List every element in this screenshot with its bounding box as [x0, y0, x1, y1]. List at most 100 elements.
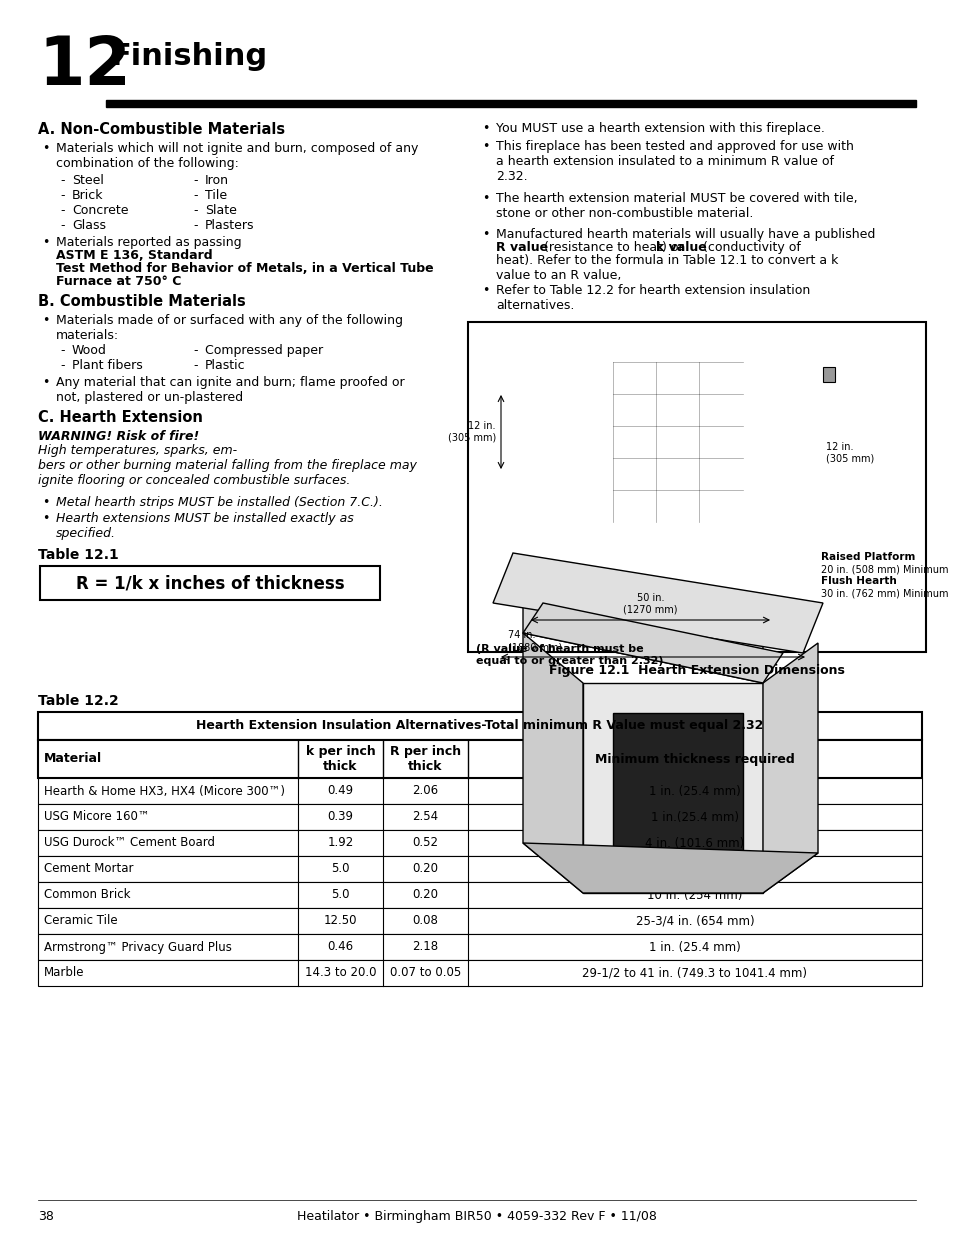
Text: •: • — [481, 228, 489, 241]
Text: Raised Platform: Raised Platform — [821, 552, 915, 562]
Text: •: • — [481, 122, 489, 135]
Text: 29-1/2 to 41 in. (749.3 to 1041.4 mm): 29-1/2 to 41 in. (749.3 to 1041.4 mm) — [582, 967, 806, 979]
Text: B. Combustible Materials: B. Combustible Materials — [38, 294, 246, 309]
Text: Armstrong™ Privacy Guard Plus: Armstrong™ Privacy Guard Plus — [44, 941, 232, 953]
Text: ASTM E 136, Standard: ASTM E 136, Standard — [56, 249, 213, 262]
Text: Tile: Tile — [205, 189, 227, 203]
Text: -: - — [60, 359, 65, 372]
Text: 10 in. (254 mm): 10 in. (254 mm) — [647, 888, 741, 902]
Text: Test Method for Behavior of Metals, in a Vertical Tube: Test Method for Behavior of Metals, in a… — [56, 262, 434, 275]
Text: Hearth extensions MUST be installed exactly as
specified.: Hearth extensions MUST be installed exac… — [56, 513, 354, 540]
Text: •: • — [42, 142, 50, 156]
Text: Manufactured hearth materials will usually have a published: Manufactured hearth materials will usual… — [496, 228, 875, 241]
Text: 12 in.
(305 mm): 12 in. (305 mm) — [447, 421, 496, 443]
Text: k value: k value — [656, 241, 706, 254]
Text: C. Hearth Extension: C. Hearth Extension — [38, 410, 203, 425]
Text: 0.08: 0.08 — [412, 914, 438, 927]
Text: •: • — [42, 314, 50, 327]
Text: -: - — [193, 219, 197, 232]
Text: Minimum thickness required: Minimum thickness required — [595, 752, 794, 766]
Text: 2.06: 2.06 — [412, 784, 438, 798]
Text: 0.20: 0.20 — [412, 888, 438, 902]
Text: •: • — [481, 284, 489, 296]
Text: 30 in. (762 mm) Minimum: 30 in. (762 mm) Minimum — [821, 588, 947, 598]
Text: 74 in.
(1880 mm): 74 in. (1880 mm) — [507, 630, 561, 652]
Text: Plastic: Plastic — [205, 359, 245, 372]
Text: 14.3 to 20.0: 14.3 to 20.0 — [304, 967, 375, 979]
Text: Figure 12.1  Hearth Extension Dimensions: Figure 12.1 Hearth Extension Dimensions — [549, 664, 844, 677]
Text: Marble: Marble — [44, 967, 85, 979]
Text: 38: 38 — [38, 1210, 53, 1223]
Text: 4 in. (101.6 mm): 4 in. (101.6 mm) — [644, 836, 744, 850]
Text: A. Non-Combustible Materials: A. Non-Combustible Materials — [38, 122, 285, 137]
Text: Metal hearth strips MUST be installed (Section 7.C.).: Metal hearth strips MUST be installed (S… — [56, 496, 382, 509]
Text: Steel: Steel — [71, 174, 104, 186]
Bar — [38, 778, 921, 804]
Text: Brick: Brick — [71, 189, 103, 203]
Text: 1 in. (25.4 mm): 1 in. (25.4 mm) — [648, 941, 740, 953]
Text: -: - — [60, 345, 65, 357]
Text: Table 12.1: Table 12.1 — [38, 548, 118, 562]
Bar — [40, 566, 379, 600]
Text: Plasters: Plasters — [205, 219, 254, 232]
Text: You MUST use a hearth extension with this fireplace.: You MUST use a hearth extension with thi… — [496, 122, 824, 135]
Bar — [468, 322, 925, 652]
Text: R = 1/k x inches of thickness: R = 1/k x inches of thickness — [75, 574, 344, 592]
Text: Hearth & Home HX3, HX4 (Micore 300™): Hearth & Home HX3, HX4 (Micore 300™) — [44, 784, 285, 798]
Polygon shape — [522, 603, 782, 683]
Text: •: • — [42, 236, 50, 249]
Text: USG Micore 160™: USG Micore 160™ — [44, 810, 150, 824]
Text: Plant fibers: Plant fibers — [71, 359, 143, 372]
Text: 12.50: 12.50 — [323, 914, 356, 927]
Text: -: - — [193, 345, 197, 357]
Text: •: • — [42, 513, 50, 525]
Text: Iron: Iron — [205, 174, 229, 186]
Text: 2.54: 2.54 — [412, 810, 438, 824]
Text: •: • — [42, 375, 50, 389]
Text: Heatilator • Birmingham BIR50 • 4059-332 Rev F • 11/08: Heatilator • Birmingham BIR50 • 4059-332… — [296, 1210, 657, 1223]
Text: WARNING! Risk of fire!: WARNING! Risk of fire! — [38, 430, 199, 443]
Text: Wood: Wood — [71, 345, 107, 357]
Text: 0.20: 0.20 — [412, 862, 438, 876]
Polygon shape — [613, 713, 742, 873]
Text: Furnace at 750° C: Furnace at 750° C — [56, 275, 181, 288]
Text: Ceramic Tile: Ceramic Tile — [44, 914, 117, 927]
Text: 12 in.
(305 mm): 12 in. (305 mm) — [825, 442, 873, 463]
Text: 12: 12 — [38, 33, 131, 99]
Bar — [38, 830, 921, 856]
Text: -: - — [60, 204, 65, 217]
Text: -: - — [60, 174, 65, 186]
Text: Slate: Slate — [205, 204, 236, 217]
Text: Material: Material — [44, 752, 102, 766]
Bar — [38, 882, 921, 908]
Bar — [38, 856, 921, 882]
Text: -: - — [193, 174, 197, 186]
Text: (resistance to heat) or: (resistance to heat) or — [539, 241, 687, 254]
Text: Hearth Extension Insulation Alternatives-Total minimum R Value must equal 2.32: Hearth Extension Insulation Alternatives… — [196, 720, 763, 732]
Text: -: - — [60, 219, 65, 232]
Text: Cement Mortar: Cement Mortar — [44, 862, 133, 876]
Bar — [106, 100, 915, 107]
Text: 20 in. (508 mm) Minimum: 20 in. (508 mm) Minimum — [821, 564, 947, 574]
Text: 2.18: 2.18 — [412, 941, 438, 953]
Text: •: • — [481, 191, 489, 205]
Polygon shape — [762, 643, 817, 893]
Text: 1.92: 1.92 — [327, 836, 354, 850]
Text: Compressed paper: Compressed paper — [205, 345, 323, 357]
Text: -: - — [193, 189, 197, 203]
Text: Materials made of or surfaced with any of the following
materials:: Materials made of or surfaced with any o… — [56, 314, 402, 342]
Text: Table 12.2: Table 12.2 — [38, 694, 118, 708]
Polygon shape — [493, 553, 822, 653]
Text: High temperatures, sparks, em-
bers or other burning material falling from the f: High temperatures, sparks, em- bers or o… — [38, 445, 416, 487]
Text: Any material that can ignite and burn; flame proofed or
not, plastered or un-pla: Any material that can ignite and burn; f… — [56, 375, 404, 404]
Polygon shape — [522, 844, 817, 893]
Bar — [38, 934, 921, 960]
Polygon shape — [522, 634, 582, 893]
Text: 0.49: 0.49 — [327, 784, 354, 798]
Text: Finishing: Finishing — [110, 42, 267, 70]
Text: (R value of hearth must be
equal to or greater than 2.32): (R value of hearth must be equal to or g… — [476, 643, 662, 666]
Text: 0.07 to 0.05: 0.07 to 0.05 — [390, 967, 460, 979]
Bar — [38, 960, 921, 986]
Bar — [38, 740, 921, 778]
Text: 5.0: 5.0 — [331, 862, 350, 876]
